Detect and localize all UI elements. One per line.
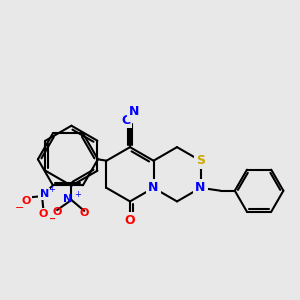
Text: N: N xyxy=(148,182,159,194)
Text: O: O xyxy=(80,208,89,218)
Text: −: − xyxy=(15,202,25,213)
Text: O: O xyxy=(52,207,62,217)
Text: N: N xyxy=(40,189,49,199)
Text: O: O xyxy=(22,196,31,206)
Text: N: N xyxy=(63,194,73,204)
Text: S: S xyxy=(196,154,205,167)
Text: O: O xyxy=(125,214,135,227)
Text: C: C xyxy=(122,113,130,127)
Text: −: − xyxy=(46,213,56,226)
Text: N: N xyxy=(129,105,139,118)
Text: O: O xyxy=(39,209,48,219)
Text: +: + xyxy=(49,185,56,194)
Text: N: N xyxy=(195,182,206,194)
Text: +: + xyxy=(74,190,81,200)
